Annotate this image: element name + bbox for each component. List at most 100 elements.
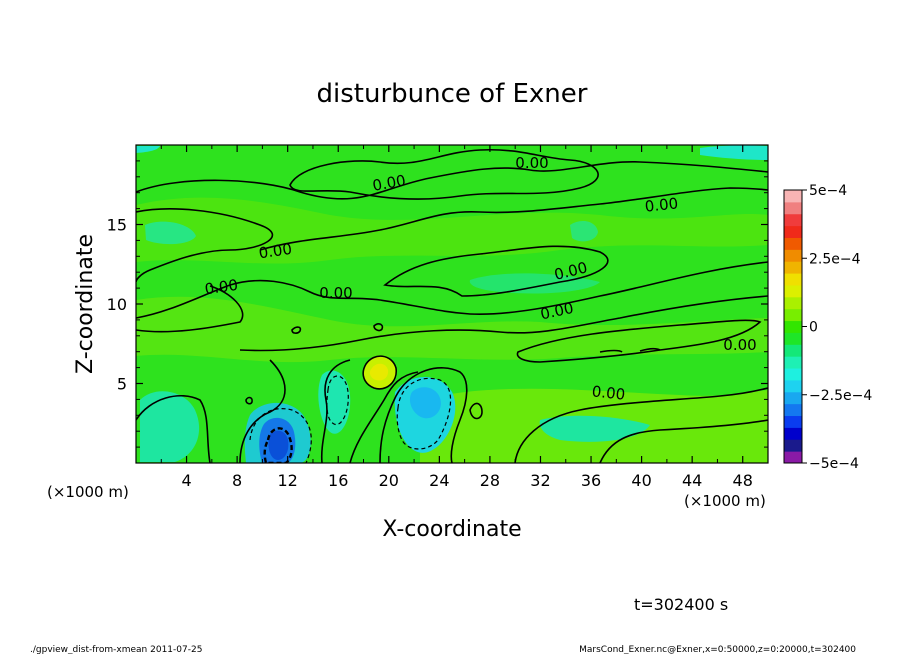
x-axis-label: X-coordinate [382,517,521,542]
colorbar-cell [784,273,802,286]
colorbar-cell [784,379,802,393]
contour-line [599,419,768,463]
colorbar-tick-label: 2.5e−4 [809,251,861,267]
colorbar-cell [784,237,802,250]
x-tick-label: 28 [480,471,500,490]
colorbar-cell [784,427,802,440]
colorbar-cell [784,332,802,345]
x-tick-label: 48 [733,471,753,490]
contour-line [136,395,211,463]
contour-line [639,347,661,352]
contour-label: 0.00 [371,171,407,195]
contour-line-dashed [326,375,349,426]
colorbar-tick-label: −2.5e−4 [809,388,872,404]
contour-line [320,359,351,463]
field-region-teal [570,220,598,242]
contour-line [514,387,768,463]
x-tick-label: 16 [328,471,348,490]
x-axis-unit-left: (×1000 m) [47,483,129,501]
contour-lines-strong [263,427,293,463]
colorbar-cell [784,368,802,381]
field-region-cyan [140,391,200,462]
x-tick-label: 40 [631,471,651,490]
colorbar-cell [784,344,802,357]
x-axis-unit-right: (×1000 m) [684,492,766,510]
colorbar-cell [784,356,802,369]
x-tick-label: 36 [581,471,601,490]
contour-line [259,187,768,251]
field-region-teal [145,221,196,245]
y-tick-label: 10 [107,295,127,314]
contour-label: 0.00 [591,382,626,403]
colorbar-cell [784,249,802,262]
colorbar-cell [784,320,802,333]
contour-line [383,245,609,297]
contour-lines-negative [249,375,452,463]
contour-label: 0.00 [723,336,756,354]
contour-line-dashed [249,408,312,463]
colorbar-cell [784,284,802,298]
contour-line [349,371,419,463]
contour-line [136,285,244,333]
contour-label: 0.00 [644,194,679,215]
colorbar-cell [784,415,802,428]
contour-line [239,359,286,463]
contour-line [136,161,768,200]
contour-label: 0.00 [515,154,548,172]
colorbar-cell [784,225,802,238]
colorbar-cell [784,308,802,322]
contour-label: 0.00 [204,276,240,298]
x-tick-label: 24 [429,471,449,490]
colorbar: 5e−4 2.5e−4 0 −2.5e−4 −5e−4 [783,183,872,472]
contour-label: 0.00 [258,240,294,262]
x-tick-label: 12 [278,471,298,490]
x-tick-label: 4 [181,471,191,490]
x-tick-label: 44 [682,471,702,490]
contour-line-dashed [263,427,293,463]
field-region-yellow [369,363,389,381]
contour-line [289,148,599,200]
contour-line [599,349,623,353]
colorbar-cell [784,391,802,405]
x-tick-label: 20 [379,471,399,490]
contour-line [379,367,468,463]
contour-line-dashed [396,377,452,450]
contour-line [245,396,253,405]
colorbar-cell [784,213,802,227]
contour-line [516,319,762,363]
contour-line [373,323,384,332]
contour-line [239,295,768,352]
field-region-light [136,197,768,264]
contour-line [136,261,768,319]
colorbar-tick-label: 5e−4 [809,183,847,199]
colorbar-cell [784,201,802,215]
colorbar-cell [784,451,802,464]
contour-lines [136,148,768,463]
chart-title: disturbunce of Exner [317,79,588,109]
field-region-cyan [409,387,441,419]
colorbar-cells [784,190,802,464]
y-axis-label: Z-coordinate [73,234,98,374]
x-axis: 4 8 12 16 20 24 28 32 36 40 44 48 [160,145,753,490]
colorbar-cell [784,403,802,417]
contour-line [136,208,274,283]
x-tick-label: 32 [530,471,550,490]
plot-area: 0.00 0.00 0.00 0.00 0.00 0.00 0.00 0.00 … [136,145,768,463]
field-region-blue-dark [268,430,289,460]
colorbar-cell [784,261,802,274]
field-region-cyan [136,146,160,153]
field-region-teal [469,273,600,294]
contour-line [291,326,302,334]
x-tick-label: 8 [232,471,242,490]
y-tick-label: 5 [117,375,127,394]
footer-source: MarsCond_Exner.nc@Exner,x=0:50000,z=0:20… [579,645,856,654]
colorbar-cell [784,296,802,310]
contour-line [469,402,483,420]
colorbar-cell [784,439,802,452]
y-axis: 5 10 15 [107,160,768,448]
y-tick-label: 15 [107,216,127,235]
colorbar-tick-label: 0 [809,320,818,336]
contour-line [362,355,397,390]
colorbar-cell [784,190,802,203]
